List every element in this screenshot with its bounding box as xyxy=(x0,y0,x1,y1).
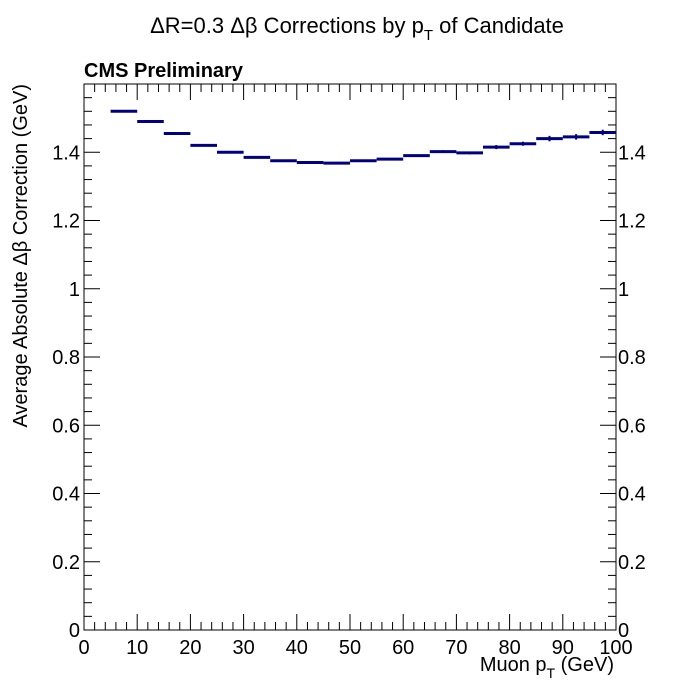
y-axis: 0 0 0.2 0.2 0.4 0.4 0.6 0.6 0.8 0.8 1 1 1.2 1.2 1.4 1.4 xyxy=(52,83,646,642)
y-tick-label-right: 0.6 xyxy=(618,415,646,437)
y-tick-label-right: 0.2 xyxy=(618,552,646,574)
chart-title-suffix: of Candidate xyxy=(433,13,564,38)
data-point xyxy=(323,161,350,165)
y-tick-label: 0.6 xyxy=(52,415,80,437)
chart-title: ΔR=0.3 Δβ Corrections by pT of Candidate xyxy=(150,13,564,44)
y-tick-label: 0.4 xyxy=(52,484,80,506)
y-tick-label: 0.8 xyxy=(52,347,80,369)
x-axis-label-suffix: (GeV) xyxy=(555,654,614,676)
y-tick-label: 1.4 xyxy=(52,142,80,164)
x-tick-label: 60 xyxy=(392,637,414,659)
x-axis: 0 10 20 30 40 50 60 70 80 90 100 xyxy=(78,84,633,659)
y-tick-label: 1.2 xyxy=(52,211,80,233)
x-tick-label: 100 xyxy=(599,637,632,659)
data-point xyxy=(243,155,271,159)
x-tick-label: 0 xyxy=(78,637,89,659)
data-point xyxy=(296,160,324,164)
chart-title-sub: T xyxy=(424,27,433,44)
series-points xyxy=(110,109,616,165)
data-point xyxy=(110,109,138,113)
x-axis-label-prefix: Muon p xyxy=(480,654,547,676)
data-point xyxy=(163,131,191,135)
data-point xyxy=(562,134,590,140)
x-tick-label: 80 xyxy=(498,637,520,659)
cms-preliminary-label: CMS Preliminary xyxy=(84,60,244,82)
x-tick-label: 10 xyxy=(126,637,148,659)
y-tick-label-right: 1 xyxy=(618,279,629,301)
y-tick-label: 0 xyxy=(69,620,80,642)
y-tick-label-right: 1.4 xyxy=(618,142,646,164)
data-point xyxy=(589,129,616,136)
data-point xyxy=(376,157,404,161)
x-axis-label-sub: T xyxy=(547,665,556,681)
data-point xyxy=(536,135,563,142)
y-tick-label-right: 1.2 xyxy=(618,211,646,233)
data-point xyxy=(350,159,377,163)
data-point xyxy=(509,141,537,146)
data-point xyxy=(429,150,457,154)
x-tick-label: 70 xyxy=(445,637,467,659)
x-tick-label: 20 xyxy=(179,637,201,659)
plot-frame xyxy=(83,83,617,631)
x-tick-label: 90 xyxy=(552,637,574,659)
x-tick-label: 30 xyxy=(232,637,254,659)
data-point xyxy=(190,143,217,147)
x-tick-label: 40 xyxy=(286,637,308,659)
data-point xyxy=(483,145,510,150)
y-tick-label-right: 0.8 xyxy=(618,347,646,369)
y-tick-label: 1 xyxy=(69,279,80,301)
y-tick-label-right: 0 xyxy=(618,620,629,642)
data-point xyxy=(403,154,430,158)
x-axis-label: Muon pT (GeV) xyxy=(480,654,614,681)
data-point xyxy=(270,159,297,163)
data-point xyxy=(137,120,164,124)
y-axis-label: Average Absolute Δβ Correction (GeV) xyxy=(10,84,32,428)
y-tick-label: 0.2 xyxy=(52,552,80,574)
x-tick-label: 50 xyxy=(339,637,361,659)
y-tick-label-right: 0.4 xyxy=(618,484,646,506)
data-point xyxy=(456,151,483,155)
chart-title-prefix: ΔR=0.3 Δβ Corrections by p xyxy=(150,13,424,38)
data-point xyxy=(217,150,244,154)
